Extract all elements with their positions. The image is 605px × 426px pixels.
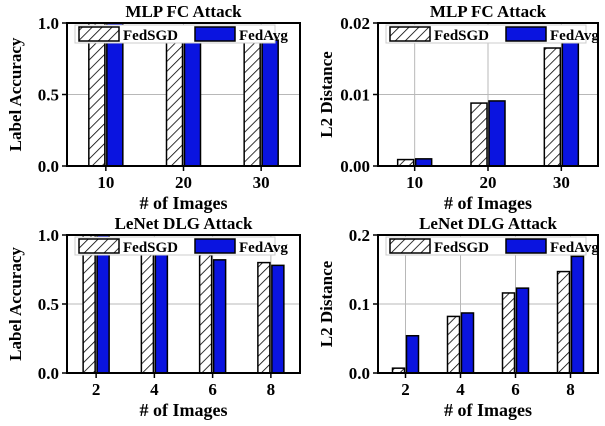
- axes-frame: [66, 234, 301, 374]
- bar-fedavg: [212, 259, 227, 374]
- legend-label-fedavg: FedAvg: [239, 28, 288, 44]
- bar-fedsgd: [543, 47, 562, 167]
- y-tick-label: 0.0: [38, 364, 59, 383]
- x-tick-label: 6: [511, 380, 520, 399]
- y-tick-label: 1.0: [38, 14, 59, 33]
- y-tick-label: 0.0: [349, 364, 370, 383]
- x-tick-label: 20: [480, 173, 497, 192]
- legend-label-fedsgd: FedSGD: [123, 240, 178, 256]
- bar-fedavg: [405, 334, 420, 374]
- x-tick-label: 6: [208, 380, 217, 399]
- bar-fedavg: [414, 158, 433, 167]
- axes-frame: [377, 234, 599, 374]
- y-axis-label: Label Accuracy: [6, 37, 25, 151]
- bar-fedsgd: [446, 315, 461, 374]
- x-tick-label: 8: [267, 380, 276, 399]
- chart-title: LeNet DLG Attack: [115, 214, 253, 233]
- legend-label-fedavg: FedAvg: [550, 28, 599, 44]
- bar-fedsgd: [556, 270, 571, 374]
- x-tick-label: 20: [175, 173, 192, 192]
- y-tick-label: 0.0: [38, 157, 59, 176]
- bar-fedavg: [96, 234, 110, 374]
- bar-fedsgd: [470, 102, 488, 167]
- x-tick-label: 2: [92, 380, 101, 399]
- bar-fedsgd: [88, 22, 106, 167]
- chart-panel-3: 0.0 0.5 1.0 2 4 6 8 FedSGD FedAvg LeNet DLG Attac…: [6, 214, 301, 420]
- legend-swatch-fedsgd: [389, 26, 431, 42]
- legend-swatch-fedsgd: [389, 238, 431, 254]
- bar-fedavg: [460, 312, 475, 374]
- x-tick-label: 8: [566, 380, 575, 399]
- y-tick-label: 0.5: [38, 86, 59, 105]
- bar-fedavg: [183, 28, 202, 167]
- x-axis-label: # of Images: [444, 193, 532, 213]
- legend-swatch-fedsgd: [78, 26, 120, 42]
- legend: FedSGD FedAvg: [385, 24, 599, 44]
- legend-label-fedavg: FedAvg: [239, 240, 288, 256]
- axes-frame: [377, 22, 599, 167]
- bar-fedavg: [488, 100, 506, 167]
- legend: FedSGD FedAvg: [385, 236, 599, 256]
- legend-label-fedavg: FedAvg: [550, 240, 599, 256]
- x-axis-label: # of Images: [140, 400, 228, 420]
- x-tick-label: 2: [401, 380, 410, 399]
- x-axis-label: # of Images: [140, 193, 228, 213]
- y-axis-label: L2 Distance: [317, 51, 336, 138]
- chart-title: MLP FC Attack: [125, 2, 242, 21]
- chart-panel-4: 0.0 0.1 0.2 2 4 6 8 FedSGD FedAvg LeNet DLG Attac…: [317, 214, 599, 420]
- x-axis-label: # of Images: [444, 400, 532, 420]
- legend-swatch-fedsgd: [78, 238, 120, 254]
- bar-fedavg: [154, 248, 169, 374]
- legend-swatch-fedavg: [505, 26, 547, 42]
- x-tick-label: 30: [253, 173, 270, 192]
- legend: FedSGD FedAvg: [74, 24, 288, 44]
- bar-fedsgd: [140, 241, 155, 374]
- y-tick-label: 0.02: [340, 14, 370, 33]
- y-tick-label: 0.01: [340, 86, 370, 105]
- chart-title: MLP FC Attack: [430, 2, 547, 21]
- bar-fedsgd: [198, 248, 213, 374]
- y-tick-label: 0.5: [38, 295, 59, 314]
- x-tick-label: 10: [406, 173, 423, 192]
- bar-fedavg: [106, 22, 124, 167]
- y-tick-label: 0.2: [349, 226, 370, 245]
- y-axis-label: Label Accuracy: [6, 247, 25, 361]
- chart-panel-1: 0.0 0.5 1.0 10 20 30 FedSGD FedAvg MLP FC Attack…: [6, 2, 301, 213]
- x-tick-label: 10: [97, 173, 114, 192]
- bar-fedavg: [570, 255, 585, 374]
- legend-swatch-fedavg: [194, 26, 236, 42]
- y-tick-label: 0.00: [340, 157, 370, 176]
- y-axis-label: L2 Distance: [317, 260, 336, 347]
- legend-label-fedsgd: FedSGD: [434, 28, 489, 44]
- x-tick-label: 30: [553, 173, 570, 192]
- bar-fedavg: [561, 40, 580, 167]
- x-tick-label: 4: [150, 380, 159, 399]
- bar-fedavg: [271, 264, 285, 374]
- bar-fedsgd: [82, 234, 96, 374]
- bar-fedsgd: [501, 292, 516, 374]
- bar-fedsgd: [257, 261, 271, 374]
- legend-swatch-fedavg: [194, 238, 236, 254]
- bar-fedavg: [515, 287, 530, 374]
- axes-frame: [66, 22, 301, 167]
- bar-fedavg: [261, 39, 279, 167]
- y-tick-label: 1.0: [38, 226, 59, 245]
- y-tick-label: 0.1: [349, 295, 370, 314]
- bar-fedsgd: [165, 29, 184, 167]
- legend: FedSGD FedAvg: [74, 236, 288, 256]
- legend-label-fedsgd: FedSGD: [123, 28, 178, 44]
- legend-swatch-fedavg: [505, 238, 547, 254]
- bar-fedsgd: [243, 39, 261, 167]
- x-tick-label: 4: [456, 380, 465, 399]
- chart-title: LeNet DLG Attack: [419, 214, 557, 233]
- legend-label-fedsgd: FedSGD: [434, 240, 489, 256]
